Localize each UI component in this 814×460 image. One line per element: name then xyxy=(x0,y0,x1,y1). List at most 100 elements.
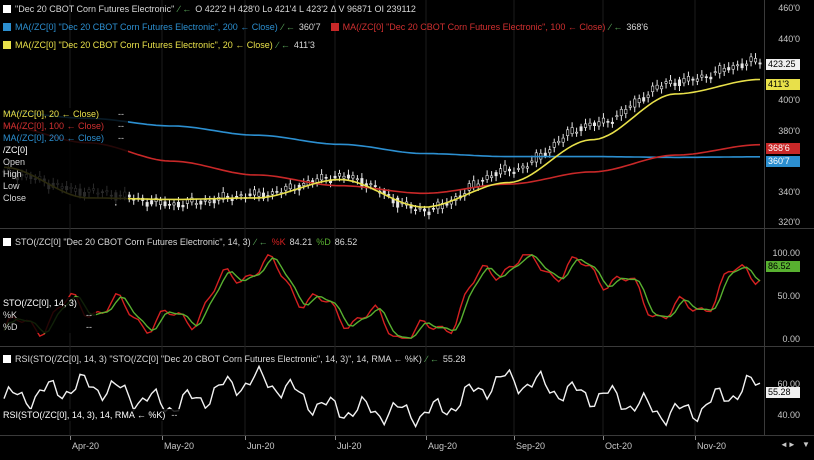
dw-ma100-row: MA(/ZC[0], 100 ← Close) -- xyxy=(0,120,128,132)
candle-body xyxy=(270,191,274,195)
candle-body xyxy=(566,129,570,136)
d-label: %D xyxy=(316,237,331,247)
candle-body xyxy=(543,152,547,157)
dw-ma200-value: -- xyxy=(118,133,124,143)
y-tick: 0.00 xyxy=(782,334,800,344)
ma20-line xyxy=(3,78,761,208)
candle-body xyxy=(208,200,212,203)
pencil-icon[interactable]: ∕ ← xyxy=(276,40,290,50)
rsi-swatch[interactable] xyxy=(3,355,11,363)
candle-body xyxy=(575,131,579,134)
stochastic-pane[interactable]: STO(/ZC[0] "Dec 20 CBOT Corn Futures Ele… xyxy=(0,229,814,347)
pencil-icon[interactable]: ∕ ← xyxy=(178,4,192,14)
ma200-value: 360'7 xyxy=(298,22,321,32)
ma200-swatch[interactable] xyxy=(3,23,11,31)
candle-body xyxy=(257,191,261,197)
candle-body xyxy=(172,202,176,206)
candle-body xyxy=(704,76,708,78)
month-label: Apr-20 xyxy=(72,441,100,451)
candle-body xyxy=(731,65,735,70)
pencil-icon[interactable]: ∕ ← xyxy=(254,237,268,247)
rsi-y-axis[interactable]: 60.00 40.00 55.28 xyxy=(764,347,814,435)
candle-body xyxy=(145,202,149,207)
candle-body xyxy=(745,63,749,66)
candle-body xyxy=(722,68,726,72)
candle-body xyxy=(534,152,538,163)
candle-body xyxy=(682,78,686,84)
candle-body xyxy=(342,175,346,179)
candle-body xyxy=(185,199,189,204)
stochastic-plot[interactable] xyxy=(0,229,764,347)
scroll-left-icon[interactable]: ◄► xyxy=(780,440,796,449)
rsi-value-tag: 55.28 xyxy=(766,387,800,398)
k-label: %K xyxy=(271,237,286,247)
candle-body xyxy=(503,164,507,172)
candle-body xyxy=(346,174,350,179)
month-tick xyxy=(514,436,515,440)
dw-open: Open xyxy=(3,157,26,167)
candle-body xyxy=(203,199,207,202)
sto-y-axis[interactable]: 100.00 50.00 0.00 86.52 xyxy=(764,229,814,346)
candle-body xyxy=(427,211,431,216)
candle-body xyxy=(624,109,628,114)
pencil-icon[interactable]: ∕ ← xyxy=(281,22,295,32)
ma200-label: MA(/ZC[0] "Dec 20 CBOT Corn Futures Elec… xyxy=(15,22,278,32)
y-tick: 60.00 xyxy=(777,379,800,389)
month-tick xyxy=(162,436,163,440)
candle-body xyxy=(642,97,646,102)
candle-body xyxy=(615,115,619,117)
month-tick xyxy=(695,436,696,440)
time-axis[interactable]: Apr-20 May-20 Jun-20 Jul-20 Aug-20 Sep-2… xyxy=(0,435,814,460)
price-pane[interactable]: "Dec 20 CBOT Corn Futures Electronic" ∕ … xyxy=(0,0,814,229)
candle-body xyxy=(669,79,673,85)
candle-body xyxy=(481,179,485,182)
candle-body xyxy=(521,165,525,169)
y-tick: 100.00 xyxy=(772,248,800,258)
ohlc-readout: O 422'2 H 428'0 Lo 421'4 L 423'2 Δ V 968… xyxy=(195,4,416,14)
symbol-color-swatch[interactable] xyxy=(3,5,11,13)
dropdown-arrow-icon[interactable]: ▼ xyxy=(802,440,810,449)
rsi-plot[interactable] xyxy=(0,347,764,435)
symbol-label: "Dec 20 CBOT Corn Futures Electronic" xyxy=(15,4,175,14)
candle-body xyxy=(552,142,556,148)
price-plot[interactable] xyxy=(0,0,764,229)
pencil-icon[interactable]: ∕ ← xyxy=(609,22,623,32)
y-tick: 460'0 xyxy=(778,3,800,13)
dw-ma200-label: MA(/ZC[0], 200 ← Close) xyxy=(3,133,105,143)
ma-header-row: MA(/ZC[0] "Dec 20 CBOT Corn Futures Elec… xyxy=(3,22,648,32)
sto-swatch[interactable] xyxy=(3,238,11,246)
candle-body xyxy=(315,178,319,183)
d-line xyxy=(3,253,761,339)
rsi-pane[interactable]: RSI(STO(/ZC[0], 14, 3) "STO(/ZC[0] "Dec … xyxy=(0,347,814,435)
candle-body xyxy=(302,182,306,186)
y-tick: 320'0 xyxy=(778,217,800,227)
candle-body xyxy=(516,168,520,170)
ma20-swatch[interactable] xyxy=(3,41,11,49)
candle-body xyxy=(422,208,426,212)
pencil-icon[interactable]: ∕ ← xyxy=(425,354,439,364)
ma100-swatch[interactable] xyxy=(330,23,339,31)
candle-body xyxy=(467,183,471,191)
candle-body xyxy=(619,109,623,116)
candle-body xyxy=(181,205,185,208)
ma100-label: MA(/ZC[0] "Dec 20 CBOT Corn Futures Elec… xyxy=(342,22,606,32)
d-value: 86.52 xyxy=(334,237,358,247)
dw-ma20-label: MA(/ZC[0], 20 ← Close) xyxy=(3,109,100,119)
ma200-price-tag: 360'7 xyxy=(766,156,800,167)
month-tick xyxy=(335,436,336,440)
candle-body xyxy=(373,185,377,187)
candle-body xyxy=(159,200,163,205)
dw-high: High xyxy=(3,169,22,179)
month-label: May-20 xyxy=(164,441,195,451)
y-tick: 40.00 xyxy=(777,410,800,420)
dw-ma20-value: -- xyxy=(118,109,124,119)
ma100-line xyxy=(3,125,761,195)
candle-body xyxy=(628,105,632,108)
dw-rsi-row: RSI(STO(/ZC[0], 14, 3), 14, RMA ← %K) -- xyxy=(0,409,210,421)
y-tick: 440'0 xyxy=(778,34,800,44)
candle-body xyxy=(561,137,565,143)
y-tick: 340'0 xyxy=(778,187,800,197)
rsi-line xyxy=(3,364,761,429)
price-y-axis[interactable]: 460'0 440'0 400'0 380'0 340'0 320'0 423.… xyxy=(764,0,814,228)
candle-body xyxy=(592,122,596,127)
